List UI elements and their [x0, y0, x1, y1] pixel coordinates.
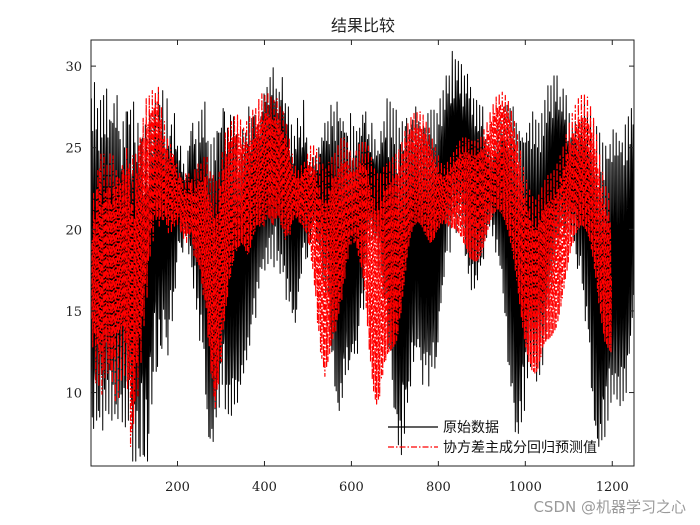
legend-label-1: 原始数据 [443, 420, 499, 436]
x-tick-label: 600 [339, 480, 364, 495]
plot-frame [90, 39, 635, 467]
chart-title: 结果比较 [331, 16, 395, 35]
y-tick-label: 10 [65, 387, 82, 402]
x-tick-label: 200 [165, 480, 190, 495]
series-layer [91, 50, 634, 462]
y-tick-label: 25 [65, 142, 82, 157]
y-tick-label: 20 [65, 223, 82, 238]
legend-label-2: 协方差主成分回归预测值 [443, 439, 597, 456]
y-tick-label: 30 [65, 60, 82, 75]
y-axis: 10 15 20 25 30 [65, 60, 634, 402]
watermark: CSDN @机器学习之心 [533, 498, 686, 516]
y-tick-label: 15 [65, 305, 82, 320]
x-tick-label: 1200 [596, 480, 629, 495]
x-tick-label: 1000 [509, 480, 542, 495]
x-tick-label: 800 [426, 480, 451, 495]
x-tick-label: 400 [252, 480, 277, 495]
x-axis: 200 400 600 800 1000 1200 [165, 40, 629, 495]
series-line-2 [91, 86, 612, 448]
